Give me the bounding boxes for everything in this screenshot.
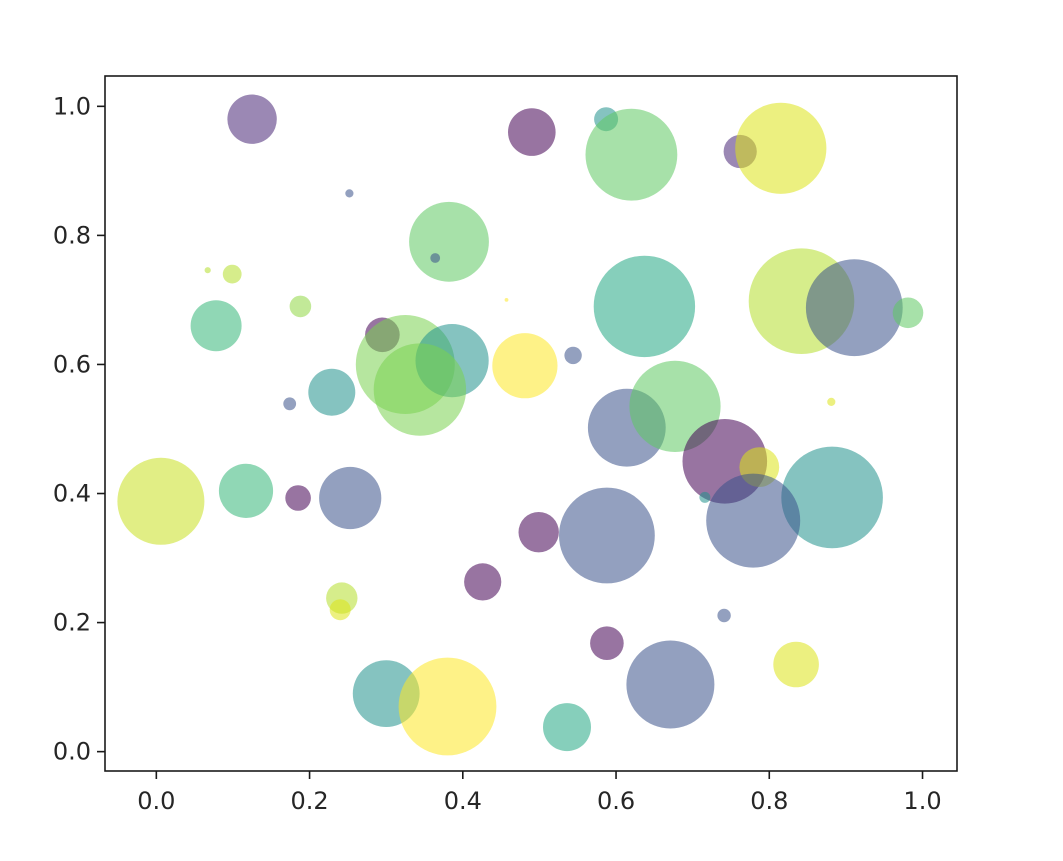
scatter-point <box>373 343 467 436</box>
scatter-point <box>518 512 559 553</box>
x-tick-label: 1.0 <box>903 787 941 815</box>
y-tick-label: 0.6 <box>53 350 91 378</box>
scatter-point <box>285 485 311 511</box>
scatter-point <box>717 608 731 623</box>
x-tick-label: 0.4 <box>444 787 482 815</box>
x-tick-label: 0.0 <box>137 787 175 815</box>
scatter-point <box>430 253 441 263</box>
scatter-point <box>781 446 883 549</box>
scatter-point <box>590 626 624 660</box>
scatter-point <box>559 487 655 584</box>
scatter-point <box>398 657 497 756</box>
scatter-point <box>329 599 351 621</box>
scatter-point <box>117 457 205 545</box>
scatter-point <box>706 473 801 568</box>
scatter-point <box>492 333 558 399</box>
y-tick-label: 0.2 <box>53 609 91 637</box>
y-tick-label: 1.0 <box>53 92 91 120</box>
y-tick-label: 0.8 <box>53 221 91 249</box>
scatter-point <box>283 397 297 411</box>
scatter-point <box>773 641 819 688</box>
x-tick-label: 0.2 <box>290 787 328 815</box>
scatter-point <box>543 703 591 752</box>
scatter-point <box>735 102 827 194</box>
scatter-point <box>827 397 836 406</box>
scatter-point <box>892 297 924 329</box>
y-tick-label: 0.0 <box>53 738 91 766</box>
scatter-point <box>227 94 277 144</box>
scatter-point <box>504 298 509 302</box>
scatter-point <box>289 295 312 318</box>
scatter-point <box>585 108 678 201</box>
scatter-point <box>218 463 274 518</box>
scatter-point <box>222 264 242 284</box>
scatter-point <box>409 201 489 282</box>
scatter-point <box>508 108 556 156</box>
scatter-point <box>699 491 711 503</box>
scatter-point <box>190 300 242 352</box>
points-layer <box>117 94 924 756</box>
y-axis: 0.0 0.2 0.4 0.6 0.8 1.0 <box>53 92 105 766</box>
x-tick-label: 0.6 <box>597 787 635 815</box>
scatter-point <box>464 563 502 601</box>
scatter-point <box>345 189 354 198</box>
x-tick-label: 0.8 <box>750 787 788 815</box>
scatter-point <box>593 255 696 358</box>
scatter-point <box>626 640 715 729</box>
scatter-point <box>319 466 382 530</box>
scatter-point <box>204 267 211 274</box>
scatter-point <box>805 259 903 357</box>
y-tick-label: 0.4 <box>53 480 91 508</box>
plot-frame <box>104 75 958 772</box>
scatter-point <box>564 346 582 365</box>
x-axis: 0.0 0.2 0.4 0.6 0.8 1.0 <box>137 771 942 815</box>
scatter-point <box>308 368 356 416</box>
